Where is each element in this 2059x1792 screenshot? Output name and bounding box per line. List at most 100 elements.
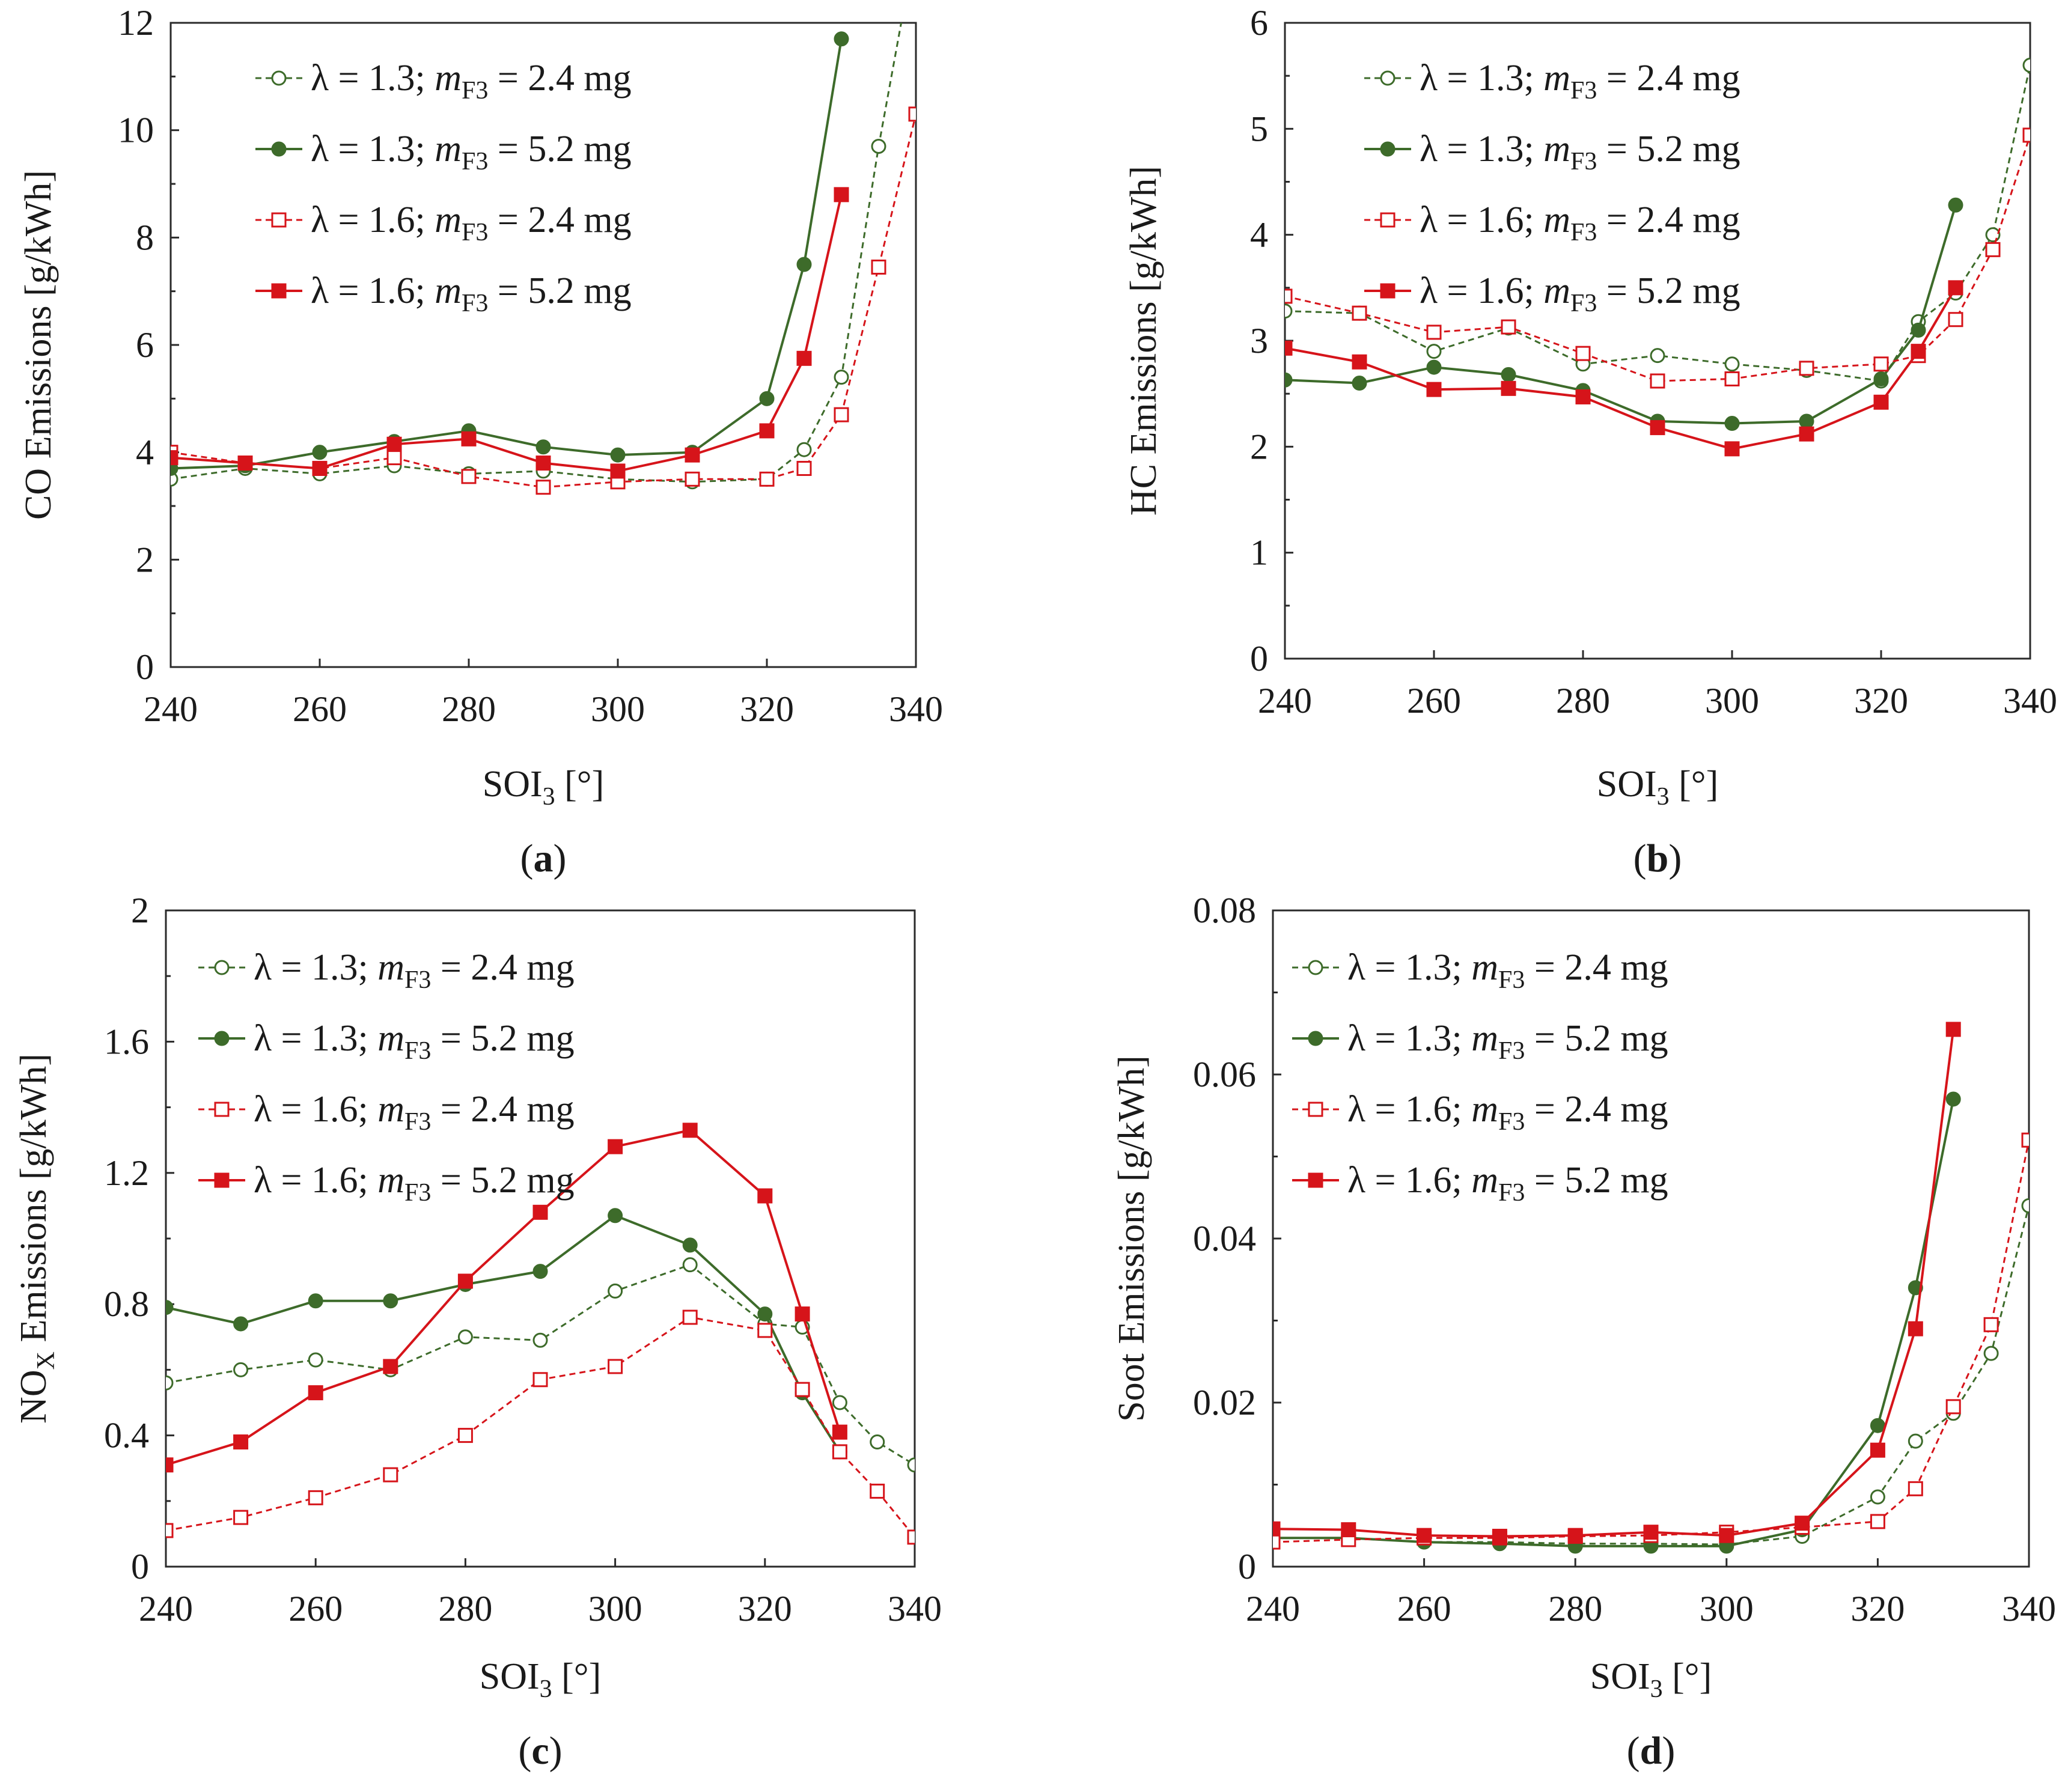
data-point [608,1208,623,1224]
legend-m: m [1543,129,1570,169]
legend-label-4: λ = 1.6; mF3 = 5.2 mg [1420,270,1740,317]
data-point [383,1293,398,1309]
legend-label-2: λ = 1.3; mF3 = 5.2 mg [1420,129,1740,175]
data-point [457,1428,473,1443]
y-tick-label: 0.04 [1193,1219,1256,1258]
legend-m: m [435,58,462,99]
x-tick-label: 240 [1258,681,1312,721]
x-axis-title-rest: [°] [1670,764,1719,805]
legend-marker-1 [1380,70,1396,86]
legend-marker-1 [271,70,287,86]
chart-panel-d: 240 260 280 300 320 340 0 0.02 0.04 0.06 0.08 Soot … [1111,891,2056,1773]
plot-frame [1284,22,2031,660]
legend: λ = 1.3; mF3 = 2.4 mgλ = 1.3; mF3 = 5.2 … [1364,58,1740,317]
data-point [1795,1516,1810,1531]
panel-label-letter: a [534,837,554,880]
data-point [1575,346,1591,361]
data-point [1873,356,1889,372]
legend-sub: F3 [404,1037,431,1065]
panel-label: (d) [1627,1729,1676,1773]
data-point [796,442,812,457]
legend-marker-4 [214,1172,230,1188]
data-point [383,1359,398,1374]
chart-panel-b: 240 260 280 300 320 340 0 1 2 3 4 5 6 HC Emissions [g… [1123,3,2057,880]
legend-lambda: λ = 1.6; [1420,270,1543,311]
data-point [1352,376,1367,391]
data-point [1285,303,1293,319]
data-point [1948,197,1963,213]
data-point [166,1523,174,1538]
y-tick-label: 0 [136,647,154,687]
legend-sub: F3 [462,290,488,317]
legend-m: m [435,129,462,169]
x-tick-label: 300 [1705,681,1759,721]
legend-lambda: λ = 1.3; [1420,58,1543,99]
x-tick-label: 280 [1556,681,1610,721]
x-tick-label: 340 [2003,681,2057,721]
data-point [535,439,551,455]
legend-sub: F3 [404,966,431,994]
data-point [907,1457,915,1473]
data-point [832,1424,847,1440]
legend-label-1: λ = 1.3; mF3 = 2.4 mg [1347,947,1668,994]
data-point [832,1395,847,1410]
legend-marker-1 [214,960,230,975]
legend-m: m [377,947,404,988]
data-point [1983,1317,1999,1332]
x-tick-label: 320 [738,1589,792,1629]
data-point [166,1457,174,1473]
legend-lambda: λ = 1.6; [1420,200,1543,240]
data-point [386,450,402,466]
legend-marker-2 [271,141,287,157]
legend-m: m [435,200,462,240]
legend-sub: F3 [1570,77,1597,105]
data-point [757,1323,773,1338]
data-point [532,1204,548,1220]
legend-marker-4 [1380,283,1396,299]
series-group [1273,1022,2029,1554]
data-point [1501,380,1516,396]
y-tick-label: 1.2 [104,1153,149,1193]
data-point [1426,382,1442,397]
x-tick-label: 260 [1397,1589,1451,1629]
data-point [682,1309,698,1325]
legend-label-2: λ = 1.3; mF3 = 5.2 mg [1347,1018,1668,1065]
data-point [796,350,812,366]
x-tick-label: 280 [442,689,496,729]
legend-lambda: λ = 1.3; [254,947,377,988]
data-point [1870,1442,1885,1458]
y-axis-title: HC Emissions [g/kWh] [1123,166,1164,516]
data-point [870,1483,885,1499]
panel-label-letter: d [1640,1729,1662,1773]
y-tick-label: 0 [1250,639,1268,678]
data-point [233,1510,249,1525]
panel-label-close: ) [549,1729,563,1773]
legend-label-2: λ = 1.3; mF3 = 5.2 mg [254,1018,575,1065]
panel-label-open: ( [520,837,534,880]
legend-sub: F3 [1498,966,1525,994]
legend-m: m [1543,58,1570,99]
data-point [1870,1514,1885,1529]
x-axis-title-main: SOI [480,1656,540,1697]
data-point [610,463,626,479]
y-tick-label: 0.02 [1193,1383,1256,1422]
data-point [1501,367,1516,382]
y-tick-label: 2 [1250,427,1268,466]
x-tick-label: 280 [1548,1589,1602,1629]
y-tick-label: 0.06 [1193,1055,1256,1094]
legend-sub: F3 [1498,1179,1525,1207]
data-point [1983,1346,1999,1361]
chart-panel-a: 240 260 280 300 320 340 0 2 4 6 8 10 12 CO Emissions … [18,3,943,880]
legend-marker-2 [1308,1031,1323,1046]
data-point [2021,1132,2029,1148]
legend-label-4: λ = 1.6; mF3 = 5.2 mg [311,270,632,317]
data-point [1417,1528,1432,1543]
data-point [757,1306,773,1322]
data-point [907,1529,915,1545]
data-point [1948,312,1963,328]
data-point [796,257,812,272]
legend-value: = 5.2 mg [488,129,631,169]
x-axis-title: SOI3 [°] [1590,1656,1712,1703]
data-point [1650,420,1665,436]
y-tick-label: 0 [131,1547,149,1586]
